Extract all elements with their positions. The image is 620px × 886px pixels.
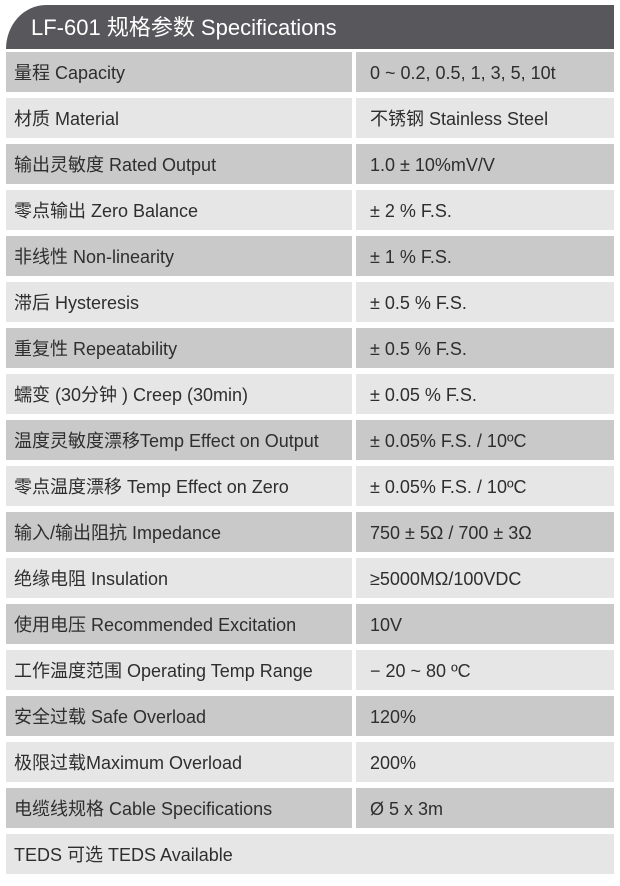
spec-value: 10V xyxy=(356,604,614,644)
spec-value: 120% xyxy=(356,696,614,736)
spec-value: 200% xyxy=(356,742,614,782)
teds-label: TEDS 可选 TEDS Available xyxy=(6,834,614,874)
spec-row: 安全过载 Safe Overload 120% xyxy=(6,696,614,736)
spec-value: 0 ~ 0.2, 0.5, 1, 3, 5, 10t xyxy=(356,52,614,92)
spec-row: 非线性 Non-linearity ± 1 % F.S. xyxy=(6,236,614,276)
spec-label: 极限过载Maximum Overload xyxy=(6,742,352,782)
spec-value: ± 0.5 % F.S. xyxy=(356,328,614,368)
spec-value: 750 ± 5Ω / 700 ± 3Ω xyxy=(356,512,614,552)
spec-value: ± 0.05 % F.S. xyxy=(356,374,614,414)
spec-row: 重复性 Repeatability ± 0.5 % F.S. xyxy=(6,328,614,368)
spec-label: 温度灵敏度漂移Temp Effect on Output xyxy=(6,420,352,460)
spec-row: 温度灵敏度漂移Temp Effect on Output ± 0.05% F.S.… xyxy=(6,420,614,460)
spec-value: ≥5000MΩ/100VDC xyxy=(356,558,614,598)
spec-row: 蠕变 (30分钟 ) Creep (30min) ± 0.05 % F.S. xyxy=(6,374,614,414)
spec-label: 零点温度漂移 Temp Effect on Zero xyxy=(6,466,352,506)
spec-value: ± 1 % F.S. xyxy=(356,236,614,276)
spec-row: 电缆线规格 Cable Specifications Ø 5 x 3m xyxy=(6,788,614,828)
spec-value: ± 0.05% F.S. / 10ºC xyxy=(356,466,614,506)
spec-label: 重复性 Repeatability xyxy=(6,328,352,368)
spec-title: LF-601 规格参数 Specifications xyxy=(6,5,614,49)
spec-label: 滞后 Hysteresis xyxy=(6,282,352,322)
spec-label: 非线性 Non-linearity xyxy=(6,236,352,276)
spec-row: 滞后 Hysteresis ± 0.5 % F.S. xyxy=(6,282,614,322)
spec-row-teds: TEDS 可选 TEDS Available xyxy=(6,834,614,874)
spec-value: 不锈钢 Stainless Steel xyxy=(356,98,614,138)
spec-row: 输入/输出阻抗 Impedance 750 ± 5Ω / 700 ± 3Ω xyxy=(6,512,614,552)
spec-label: 蠕变 (30分钟 ) Creep (30min) xyxy=(6,374,352,414)
spec-value: Ø 5 x 3m xyxy=(356,788,614,828)
spec-row: 工作温度范围 Operating Temp Range − 20 ~ 80 ºC xyxy=(6,650,614,690)
spec-value: ± 0.5 % F.S. xyxy=(356,282,614,322)
spec-row: 材质 Material 不锈钢 Stainless Steel xyxy=(6,98,614,138)
spec-label: 量程 Capacity xyxy=(6,52,352,92)
spec-label: 输出灵敏度 Rated Output xyxy=(6,144,352,184)
spec-label: 绝缘电阻 Insulation xyxy=(6,558,352,598)
spec-label: 零点输出 Zero Balance xyxy=(6,190,352,230)
spec-value: − 20 ~ 80 ºC xyxy=(356,650,614,690)
spec-label: 安全过载 Safe Overload xyxy=(6,696,352,736)
spec-label: 输入/输出阻抗 Impedance xyxy=(6,512,352,552)
spec-label: 工作温度范围 Operating Temp Range xyxy=(6,650,352,690)
spec-row: 输出灵敏度 Rated Output 1.0 ± 10%mV/V xyxy=(6,144,614,184)
spec-row: 量程 Capacity 0 ~ 0.2, 0.5, 1, 3, 5, 10t xyxy=(6,52,614,92)
spec-label: 使用电压 Recommended Excitation xyxy=(6,604,352,644)
spec-row: 零点温度漂移 Temp Effect on Zero ± 0.05% F.S. /… xyxy=(6,466,614,506)
spec-row: 绝缘电阻 Insulation ≥5000MΩ/100VDC xyxy=(6,558,614,598)
spec-row: 使用电压 Recommended Excitation 10V xyxy=(6,604,614,644)
spec-value: ± 2 % F.S. xyxy=(356,190,614,230)
spec-row: 极限过载Maximum Overload 200% xyxy=(6,742,614,782)
spec-value: 1.0 ± 10%mV/V xyxy=(356,144,614,184)
spec-label: 电缆线规格 Cable Specifications xyxy=(6,788,352,828)
spec-value: ± 0.05% F.S. / 10ºC xyxy=(356,420,614,460)
spec-table: 量程 Capacity 0 ~ 0.2, 0.5, 1, 3, 5, 10t 材质 … xyxy=(6,52,614,880)
spec-row: 零点输出 Zero Balance ± 2 % F.S. xyxy=(6,190,614,230)
spec-label: 材质 Material xyxy=(6,98,352,138)
